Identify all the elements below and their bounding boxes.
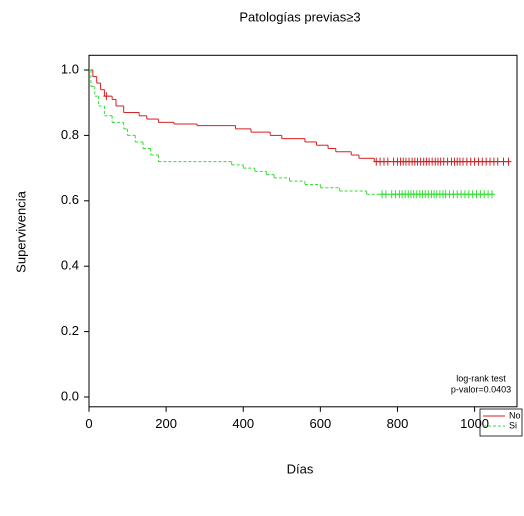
x-tick-label: 400 [232, 416, 254, 431]
plot-frame [88, 54, 518, 408]
y-tick-label: 0.6 [61, 192, 79, 207]
legend-box [479, 408, 523, 437]
x-tick-label: 1000 [460, 416, 489, 431]
annotation: log-rank test [456, 373, 506, 383]
y-tick-label: 0.4 [61, 258, 79, 273]
y-tick-label: 0.0 [61, 388, 79, 403]
censor-mark [505, 157, 512, 166]
y-axis-label: Supervivencia [13, 190, 28, 272]
y-tick-label: 1.0 [61, 61, 79, 76]
x-tick-label: 800 [387, 416, 409, 431]
censor-mark [103, 92, 110, 101]
legend-label: Si [509, 420, 517, 430]
y-tick-label: 0.8 [61, 127, 79, 142]
chart-title: Patologías previas≥3 [239, 9, 360, 24]
censor-mark [488, 190, 495, 199]
censor-mark [494, 157, 501, 166]
x-tick-label: 200 [155, 416, 177, 431]
censor-mark [382, 190, 389, 199]
annotation: p-valor=0.0403 [451, 384, 511, 394]
legend-label: No [509, 410, 521, 420]
x-tick-label: 0 [85, 416, 92, 431]
x-tick-label: 600 [309, 416, 331, 431]
censor-mark [500, 157, 507, 166]
y-tick-label: 0.2 [61, 323, 79, 338]
censor-mark [384, 157, 391, 166]
x-axis-label: Días [287, 461, 314, 476]
